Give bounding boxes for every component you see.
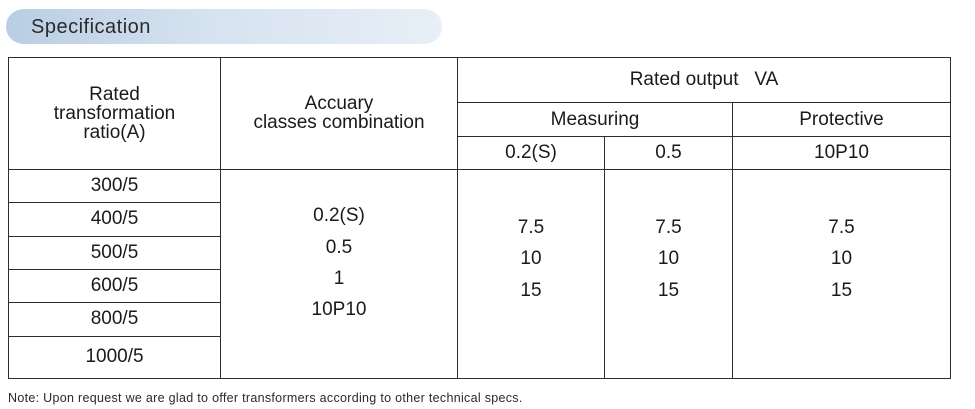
- output-value: 7.5: [655, 216, 682, 238]
- header-rated-ratio-line1: Rated: [89, 83, 140, 105]
- accuracy-class-value: 10P10: [311, 299, 367, 321]
- header-col-05: 0.5: [604, 135, 733, 171]
- header-col-10p10: 10P10: [732, 135, 951, 171]
- section-title: Specification: [31, 16, 151, 38]
- header-col-02s: 0.2(S): [457, 135, 605, 171]
- ratio-cell: 400/5: [8, 202, 221, 237]
- ratio-cell: 600/5: [8, 268, 221, 304]
- output-value: 15: [830, 279, 853, 301]
- accuracy-class-value: 0.2(S): [313, 205, 365, 227]
- measuring-05-cell: 7.5 10 15: [604, 169, 733, 379]
- header-accuracy-line2: classes combination: [253, 112, 425, 134]
- specification-table: Rated transformation ratio(A) Accuary cl…: [8, 56, 951, 379]
- footnote: Note: Upon request we are glad to offer …: [8, 391, 523, 405]
- protective-10p10-cell: 7.5 10 15: [732, 169, 951, 379]
- ratio-cell: 1000/5: [8, 335, 221, 379]
- output-value: 10: [830, 248, 853, 270]
- section-title-banner: Specification: [6, 9, 442, 44]
- header-protective: Protective: [732, 102, 951, 137]
- output-value: 7.5: [517, 216, 545, 238]
- measuring-02s-cell: 7.5 10 15: [457, 169, 605, 379]
- output-value: 10: [657, 248, 680, 270]
- header-rated-ratio: Rated transformation ratio(A): [8, 56, 221, 171]
- header-rated-ratio-line2: transformation: [53, 102, 176, 124]
- accuracy-class-value: 0.5: [325, 236, 353, 258]
- header-measuring: Measuring: [457, 102, 733, 137]
- output-value: 15: [657, 279, 680, 301]
- output-value: 15: [520, 279, 542, 301]
- ratio-cell: 800/5: [8, 302, 221, 337]
- ratio-cell: 300/5: [8, 169, 221, 204]
- output-value: 10: [520, 248, 542, 270]
- ratio-cell: 500/5: [8, 235, 221, 270]
- accuracy-class-value: 1: [333, 268, 345, 289]
- header-accuracy-classes: Accuary classes combination: [220, 56, 458, 171]
- output-value: 7.5: [828, 216, 855, 238]
- accuracy-classes-cell: 0.2(S) 0.5 1 10P10: [220, 169, 458, 379]
- header-accuracy-line1: Accuary: [304, 93, 374, 115]
- header-rated-output: Rated output VA: [457, 56, 951, 104]
- header-rated-ratio-line3: ratio(A): [83, 121, 146, 143]
